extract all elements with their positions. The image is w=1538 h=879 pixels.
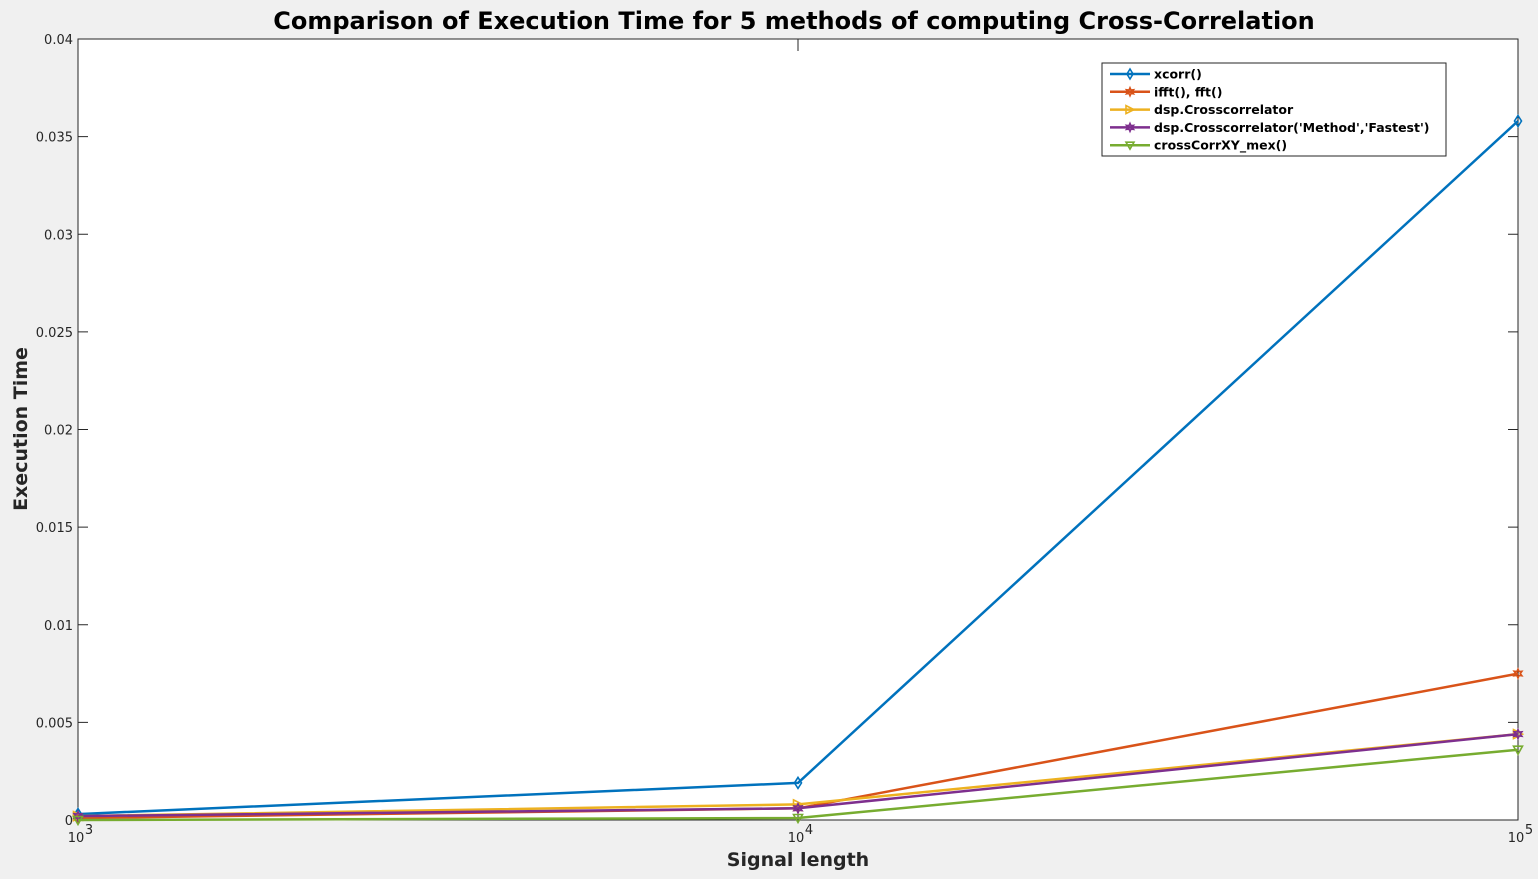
data-point [792, 813, 804, 825]
data-point [1512, 745, 1524, 756]
legend-label: dsp.Crosscorrelator [1154, 102, 1294, 117]
legend-marker [1124, 121, 1136, 134]
data-point [793, 775, 803, 790]
legend-item: xcorr() [1110, 67, 1202, 82]
data-point [72, 815, 84, 827]
y-tick-label: 0.02 [44, 424, 73, 439]
data-point [1512, 727, 1524, 741]
y-axis-label: Execution Time [10, 347, 32, 511]
legend-box [1101, 62, 1447, 157]
legend-marker [1124, 141, 1136, 151]
data-point [72, 809, 84, 823]
x-tick-label-exponent: 5 [1525, 823, 1533, 838]
plot-area [77, 38, 1519, 821]
x-tick-label: 10 [1508, 831, 1525, 846]
legend-item: crossCorrXY_mex() [1110, 138, 1287, 154]
legend-marker [1125, 104, 1136, 115]
legend-item: dsp.Crosscorrelator [1110, 102, 1294, 117]
legend-item: ifft(), fft() [1110, 84, 1222, 99]
series-line [77, 748, 1519, 822]
y-tick-label: 0.005 [36, 716, 73, 731]
series-line [77, 120, 1519, 816]
chart-title: Comparison of Execution Time for 5 metho… [273, 7, 1315, 35]
x-tick-label-exponent: 3 [85, 823, 93, 838]
x-axis-label: Signal length [727, 849, 869, 871]
legend-marker [1124, 85, 1136, 98]
x-tick-label: 10 [68, 831, 85, 846]
y-tick-label: 0.04 [44, 33, 73, 48]
series-layer [72, 114, 1525, 827]
legend-label: xcorr() [1154, 67, 1202, 82]
series-crosscorrxy-mex [72, 745, 1524, 827]
data-point [1512, 667, 1524, 681]
legend-marker [1126, 67, 1134, 81]
y-tick-label: 0.03 [44, 228, 73, 243]
legend: xcorr() ifft(), fft() dsp.Crosscorrelator d… [1101, 62, 1447, 157]
axis-ticks: 00.0050.010.0150.020.0250.030.0350.04103… [36, 33, 1533, 846]
data-point [1513, 114, 1523, 128]
y-tick-label: 0.035 [36, 131, 73, 146]
y-tick-label: 0 [65, 814, 73, 829]
series-dsp-crosscorrelator-method-fastest [72, 727, 1524, 823]
legend-item: dsp.Crosscorrelator('Method','Fastest') [1110, 120, 1430, 135]
y-tick-label: 0.01 [44, 619, 73, 634]
y-tick-label: 0.025 [36, 326, 73, 341]
legend-label: ifft(), fft() [1154, 84, 1222, 99]
legend-label: dsp.Crosscorrelator('Method','Fastest') [1154, 120, 1430, 135]
legend-label: crossCorrXY_mex() [1154, 138, 1287, 154]
series-line [77, 732, 1519, 818]
x-tick-label-exponent: 4 [805, 823, 813, 838]
x-tick-label: 10 [788, 831, 805, 846]
data-point [792, 801, 804, 815]
y-tick-label: 0.015 [36, 521, 73, 536]
